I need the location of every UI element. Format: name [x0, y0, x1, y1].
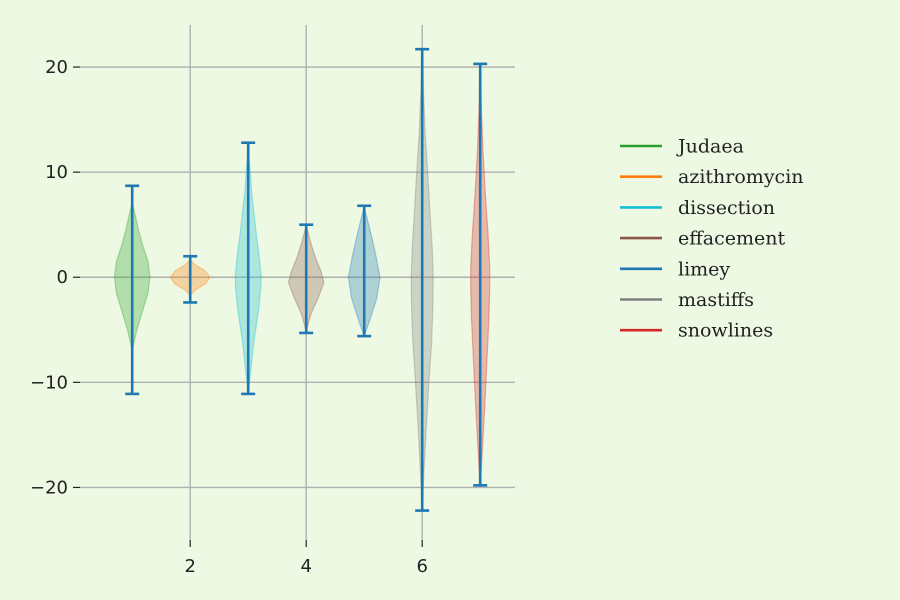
- violins: [113, 47, 491, 512]
- legend-label: azithromycin: [678, 166, 804, 188]
- x-tick-label: 6: [416, 556, 427, 577]
- y-tick-label: 10: [45, 162, 68, 183]
- legend: Judaea azithromycin dissection effacement li…: [620, 136, 804, 342]
- legend-label: effacement: [678, 228, 785, 250]
- x-tick-label: 4: [300, 556, 311, 577]
- y-tick-label: −10: [30, 372, 68, 393]
- legend-label: limey: [678, 258, 730, 280]
- legend-label: mastiffs: [678, 289, 754, 311]
- legend-label: Judaea: [676, 136, 744, 158]
- axes: −20 −10 0 10 20 2 4 6: [30, 57, 428, 577]
- x-tick-label: 2: [184, 556, 195, 577]
- y-tick-label: −20: [30, 477, 68, 498]
- legend-label: dissection: [678, 197, 775, 219]
- y-tick-label: 20: [45, 57, 68, 78]
- y-tick-label: 0: [57, 267, 68, 288]
- legend-label: snowlines: [678, 320, 773, 342]
